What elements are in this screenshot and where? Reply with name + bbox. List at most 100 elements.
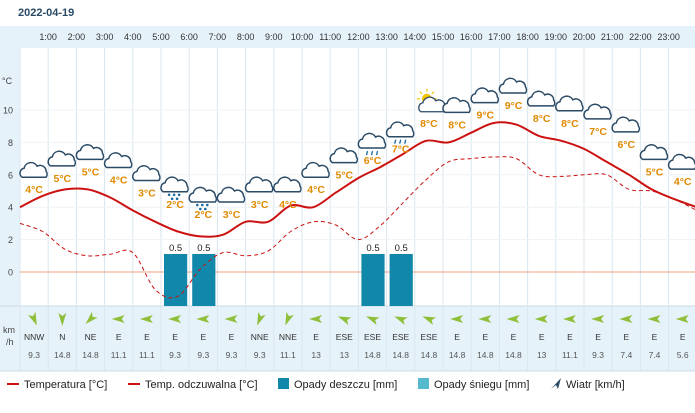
legend-wind-icon (551, 378, 561, 389)
wind-unit-bottom: /h (6, 337, 14, 347)
cloud-icon (273, 176, 302, 193)
temperature-label: 9°C (505, 100, 523, 112)
wind-speed-label: 13 (311, 350, 321, 360)
wind-arrow-icon (285, 311, 294, 326)
wind-direction-label: E (229, 332, 235, 342)
cloud-icon (216, 186, 246, 203)
wind-direction-label: E (200, 332, 206, 342)
snowflake-icon (206, 203, 209, 207)
cloud-icon (470, 87, 500, 104)
y-tick-label: 10 (3, 106, 13, 116)
rain-bar-label: 0.5 (197, 243, 210, 254)
cloud-icon (555, 95, 584, 112)
wind-arrow-shape (422, 316, 436, 325)
wind-arrow-shape (675, 315, 689, 323)
temperature-label: 5°C (53, 173, 71, 185)
date-label: 2022-04-19 (18, 7, 74, 19)
wind-direction-label: E (172, 332, 178, 342)
temperature-label: 4°C (307, 184, 325, 196)
cloud-icon (47, 150, 77, 167)
wind-arrow-icon (675, 315, 689, 323)
hour-label: 16:00 (460, 32, 483, 42)
wind-arrow-shape (309, 315, 323, 323)
wind-direction-label: E (539, 332, 545, 342)
wind-arrow-shape (28, 311, 37, 326)
weather-icons: 4°C 5°C 5°C 4°C 3°C 2°C 2°C 3°C 3°C 4°C 4°C 5°C 6°C 7… (19, 77, 695, 221)
legend-feels-label: Temp. odczuwalna [°C] (145, 379, 258, 391)
wind-arrow-shape (478, 315, 492, 323)
temperature-label: 4°C (279, 199, 297, 211)
temperature-label: 3°C (251, 199, 269, 211)
wind-speed-label: 14.8 (477, 350, 494, 360)
wind-direction-label: E (482, 332, 488, 342)
temperature-label: 7°C (392, 144, 410, 156)
hour-label: 13:00 (375, 32, 398, 42)
cloud-icon (75, 144, 105, 161)
y-tick-label: 2 (8, 235, 13, 245)
temperature-label: 7°C (589, 126, 607, 138)
wind-direction-label: ESE (364, 332, 381, 342)
temperature-label: 5°C (82, 166, 100, 178)
cloud-icon (498, 77, 528, 94)
sun-icon (416, 88, 447, 113)
wind-arrow-icon (394, 316, 408, 325)
wind-speed-label: 9.3 (197, 350, 209, 360)
cloud-icon (329, 147, 359, 164)
cloud-icon (216, 186, 246, 203)
temperature-label: 2°C (166, 199, 184, 211)
wind-unit-top: km (3, 325, 15, 335)
temperature-label: 3°C (223, 209, 241, 221)
wind-speed-label: 11.1 (111, 350, 127, 360)
snow-icon (188, 186, 218, 211)
wind-arrow-shape (591, 315, 605, 323)
cloud-icon (639, 144, 669, 161)
wind-speed-label: 14.8 (392, 350, 409, 360)
wind-speed-label: 14.8 (505, 350, 522, 360)
wind-arrow-icon (422, 316, 436, 325)
snow-icon (160, 176, 189, 201)
legend-temp-label: Temperatura [°C] (24, 379, 107, 391)
sun-ray-icon (419, 91, 423, 95)
raindrop-icon (375, 150, 379, 156)
hour-label: 3:00 (96, 32, 114, 42)
wind-arrow-icon (224, 315, 238, 323)
wind-arrow-shape (111, 315, 125, 323)
wind-speed-label: 9.3 (254, 350, 266, 360)
wind-arrow-icon (478, 315, 492, 323)
y-tick-label: 0 (8, 268, 13, 278)
temperature-label: 3°C (138, 187, 156, 199)
precip-bars: 0.5 0.5 0.5 0.5 (164, 243, 413, 306)
cloud-icon (19, 161, 48, 178)
wind-speed-label: 14.8 (54, 350, 71, 360)
cloud-icon (47, 150, 77, 167)
wind-direction-label: E (116, 332, 122, 342)
wind-speed-label: 9.3 (169, 350, 181, 360)
wind-arrow-icon (506, 315, 520, 323)
wind-arrow-shape (85, 311, 98, 324)
legend-wind-label: Wiatr [km/h] (566, 379, 625, 391)
wind-speed-label: 7.4 (649, 350, 661, 360)
cloud-icon (19, 161, 48, 178)
legend-snow-label: Opady śniegu [mm] (434, 379, 529, 391)
wind-speed-label: 9.3 (226, 350, 238, 360)
wind-arrow-icon (139, 315, 153, 323)
raindrop-icon (399, 139, 402, 144)
cloud-icon (555, 95, 584, 112)
hour-label: 17:00 (488, 32, 511, 42)
temperature-label: 8°C (448, 119, 466, 131)
wind-speed-label: 14.8 (82, 350, 99, 360)
hour-label: 20:00 (573, 32, 596, 42)
wind-direction-label: E (511, 332, 517, 342)
hour-label: 11:00 (319, 32, 341, 42)
cloud-icon (103, 152, 133, 169)
wind-arrow-shape (562, 315, 576, 323)
wind-arrow-icon (562, 315, 576, 323)
raindrop-icon (365, 150, 369, 156)
snowflake-icon (172, 193, 176, 197)
wind-arrow-icon (337, 316, 352, 325)
wind-arrow-icon (257, 311, 266, 326)
rain-icon (385, 121, 415, 144)
wind-arrow-shape (394, 316, 408, 325)
wind-arrow-shape (257, 311, 266, 326)
grid-lines (19, 48, 695, 371)
